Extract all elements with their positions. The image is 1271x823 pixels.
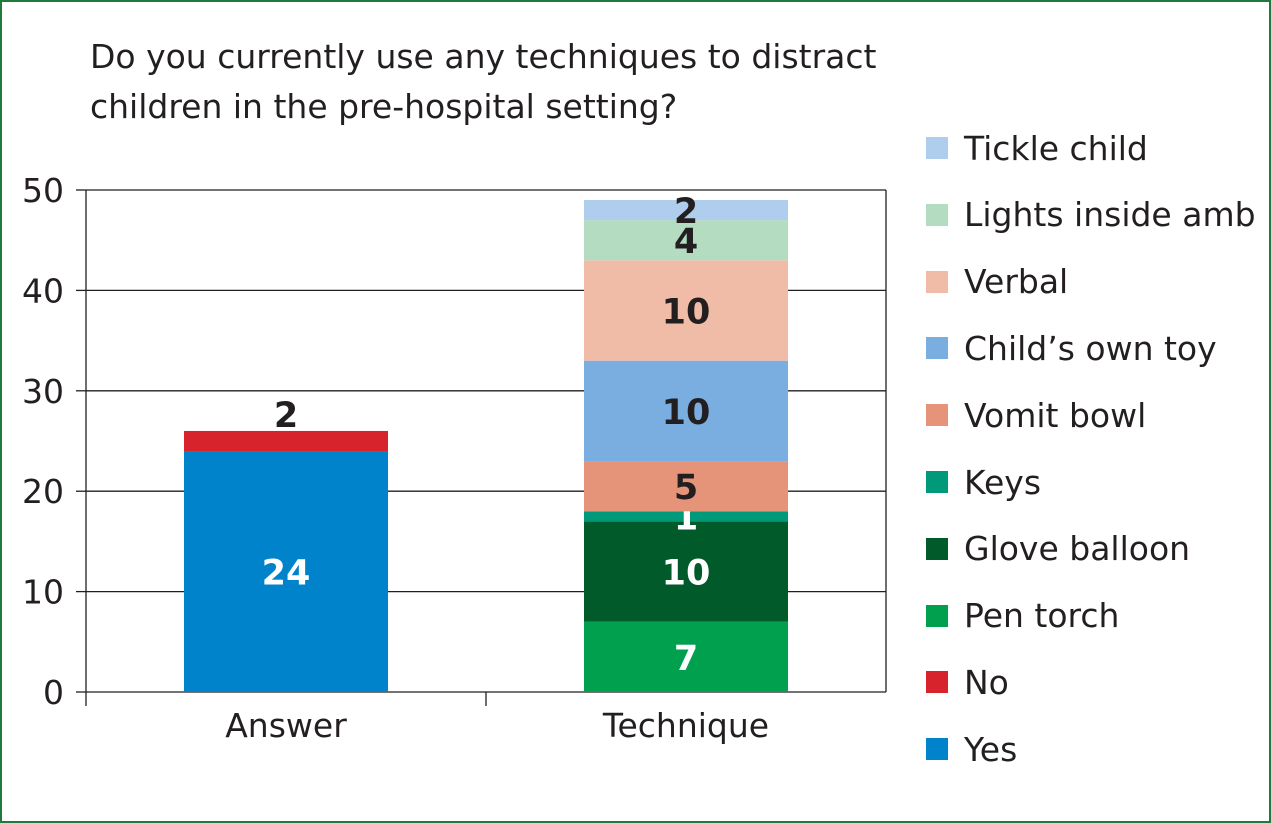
- legend-item-child-s-own-toy: Child’s own toy: [926, 328, 1217, 368]
- legend-item-tickle-child: Tickle child: [926, 128, 1148, 168]
- bar-segment-keys: [584, 511, 788, 522]
- y-tick-label: 0: [43, 673, 64, 712]
- legend-swatch: [926, 404, 948, 427]
- legend-item-yes: Yes: [926, 729, 1017, 769]
- chart-title: Do you currently use any techniques to d…: [90, 37, 877, 126]
- legend-swatch: [926, 604, 948, 627]
- data-label-tickle-child: 2: [674, 192, 698, 232]
- data-label-pen-torch: 7: [674, 639, 698, 679]
- legend-label: Keys: [964, 462, 1042, 502]
- x-category-label: Technique: [602, 706, 769, 745]
- legend-label: Child’s own toy: [964, 328, 1217, 368]
- legend-label: Tickle child: [964, 128, 1148, 168]
- bar-segment-vomit-bowl: [584, 461, 788, 512]
- legend-label: Pen torch: [964, 596, 1120, 636]
- data-label-lights-inside-amb: 4: [674, 222, 698, 262]
- y-tick-label: 40: [22, 271, 64, 310]
- y-tick-label: 50: [22, 171, 64, 210]
- legend-item-verbal: Verbal: [926, 262, 1068, 302]
- legend-label: Lights inside amb: [964, 195, 1256, 235]
- legend-swatch: [926, 337, 948, 360]
- legend-swatch: [926, 270, 948, 293]
- legend-item-pen-torch: Pen torch: [926, 596, 1119, 636]
- data-label-child-s-own-toy: 10: [662, 393, 711, 433]
- legend-item-vomit-bowl: Vomit bowl: [926, 395, 1146, 435]
- legend-item-no: No: [926, 662, 1009, 702]
- legend-label: No: [964, 662, 1009, 702]
- bar-segment-glove-balloon: [584, 521, 788, 622]
- legend-item-keys: Keys: [926, 462, 1041, 502]
- legend-swatch: [926, 471, 948, 493]
- data-label-vomit-bowl: 5: [674, 468, 698, 508]
- data-label-no: 2: [274, 396, 298, 436]
- data-label-verbal: 10: [662, 292, 711, 332]
- data-label-yes: 24: [262, 554, 311, 594]
- bar-segment-lights-inside-amb: [584, 220, 788, 261]
- legend-swatch: [926, 671, 948, 694]
- legend-swatch: [926, 537, 948, 560]
- y-tick-label: 20: [22, 472, 64, 511]
- legend-item-glove-balloon: Glove balloon: [926, 529, 1190, 569]
- bar-segment-child-s-own-toy: [584, 360, 788, 462]
- legend-label: Vomit bowl: [964, 395, 1147, 435]
- x-category-label: Answer: [225, 706, 347, 745]
- legend-label: Verbal: [964, 262, 1069, 302]
- legend-label: Yes: [964, 729, 1018, 769]
- legend-swatch: [926, 137, 948, 159]
- y-tick-label: 30: [22, 372, 64, 411]
- bar-segment-verbal: [584, 260, 788, 361]
- bar-segment-yes: [184, 451, 388, 692]
- legend-label: Glove balloon: [964, 529, 1191, 569]
- legend-swatch: [926, 203, 948, 226]
- bar-segment-pen-torch: [584, 621, 788, 692]
- y-tick-label: 10: [22, 573, 64, 612]
- data-label-glove-balloon: 10: [662, 554, 711, 594]
- legend-swatch: [926, 738, 948, 761]
- bar-segment-no: [184, 430, 388, 452]
- legend-item-lights-inside-amb: Lights inside amb: [926, 195, 1256, 235]
- bar-segment-tickle-child: [584, 200, 788, 221]
